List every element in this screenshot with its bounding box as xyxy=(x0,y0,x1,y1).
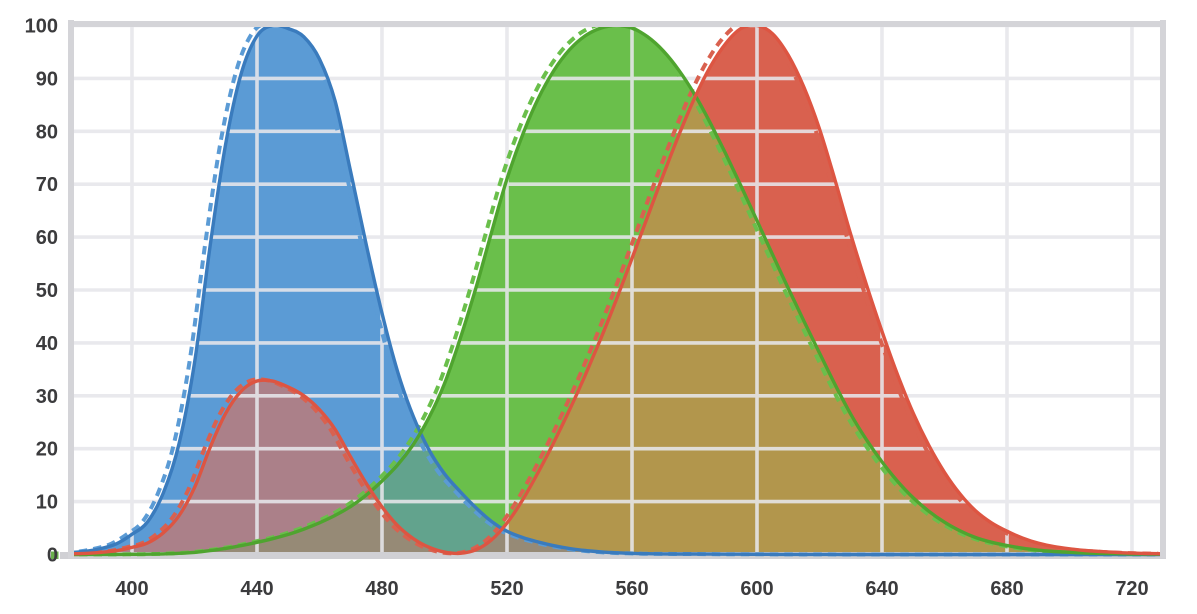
plot-frame xyxy=(68,20,1166,559)
x-tick-label-480: 480 xyxy=(365,578,398,600)
x-tick-label-440: 440 xyxy=(240,578,273,600)
x-tick-label-720: 720 xyxy=(1115,578,1148,600)
green-area xyxy=(74,27,1160,557)
plot-content xyxy=(74,27,1160,557)
y-tick-label-10: 10 xyxy=(36,492,58,514)
y-tick-label-90: 90 xyxy=(36,68,58,90)
x-tick-label-400: 400 xyxy=(115,578,148,600)
blue-area xyxy=(74,27,1160,557)
y-tick-label-100: 100 xyxy=(25,16,58,38)
y-tick-label-30: 30 xyxy=(36,386,58,408)
green-line xyxy=(74,27,1160,557)
y-tick-label-60: 60 xyxy=(36,227,58,249)
x-tick-label-520: 520 xyxy=(490,578,523,600)
x-tick-label-640: 640 xyxy=(865,578,898,600)
red-area xyxy=(74,27,1160,557)
red-line xyxy=(74,27,1160,556)
y-tick-label-70: 70 xyxy=(36,174,58,196)
green-origin-marker xyxy=(51,551,59,559)
x-tick-label-680: 680 xyxy=(990,578,1023,600)
y-tick-label-50: 50 xyxy=(36,280,58,302)
y-tick-label-20: 20 xyxy=(36,439,58,461)
gridlines xyxy=(74,23,1160,552)
y-tick-label-40: 40 xyxy=(36,333,58,355)
x-tick-label-560: 560 xyxy=(615,578,648,600)
y-tick-label-80: 80 xyxy=(36,121,58,143)
red-dashed-line xyxy=(74,27,1159,556)
x-tick-label-600: 600 xyxy=(740,578,773,600)
solid-lines xyxy=(74,27,1160,557)
y-tick-label-0: 0 xyxy=(47,545,58,567)
blue-line xyxy=(74,27,1160,557)
